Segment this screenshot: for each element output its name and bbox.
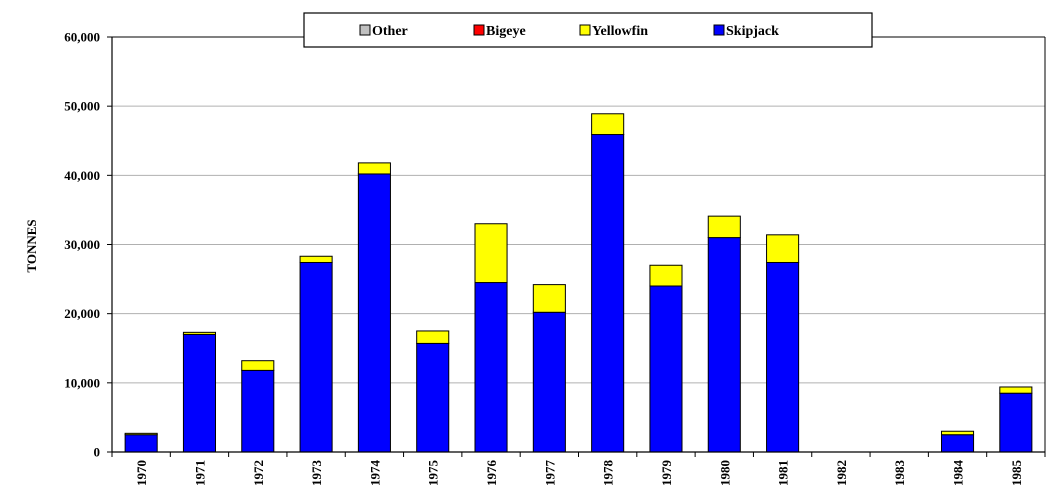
x-tick-label: 1984 [951,460,966,487]
x-tick-label: 1977 [542,460,557,487]
legend-swatch-yellowfin [579,24,591,36]
x-tick-label: 1985 [1009,460,1024,487]
bar-skipjack-1981 [766,261,800,453]
y-tick-label: 50,000 [64,99,100,114]
bar-yellowfin-1974 [357,162,391,175]
bar-skipjack-1976 [474,282,508,453]
bar-yellowfin-1984 [940,430,975,436]
y-axis-title: TONNES [24,219,39,272]
x-tick-label: 1970 [134,460,149,486]
x-tick-labels: 1970 1971 1972 1973 1974 1975 1976 1977 1978 1979… [134,460,1024,487]
y-tick-label: 0 [94,445,101,460]
bar-skipjack-1973 [299,261,333,453]
bar-yellowfin-1976 [474,223,508,284]
bar-skipjack-1985 [999,392,1033,453]
bar-skipjack-1979 [649,285,683,453]
x-tick-label: 1982 [834,460,849,486]
x-tick-label: 1974 [367,460,382,487]
bar-skipjack-1974 [357,173,391,453]
bar-skipjack-1971 [182,333,217,453]
bar-yellowfin-1973 [299,255,333,263]
x-tick-label: 1972 [251,460,266,486]
legend: Other Bigeye Yellowfin Skipjack [303,12,873,48]
bar-yellowfin-1978 [591,113,625,136]
bar-skipjack-1984 [940,434,975,453]
x-tick-label: 1975 [426,460,441,487]
legend-swatch-other [359,24,371,36]
y-tick-label: 60,000 [64,30,100,45]
y-tick-label: 10,000 [64,375,100,390]
y-tick-label: 30,000 [64,237,100,252]
x-tick-label: 1981 [776,460,791,486]
bar-yellowfin-1970 [124,432,158,436]
bar-yellowfin-1975 [416,330,450,344]
bar-yellowfin-1979 [649,264,683,287]
bar-yellowfin-1980 [707,215,741,239]
bar-yellowfin-1971 [182,331,217,335]
bar-skipjack-1978 [591,134,625,453]
legend-label-skipjack: Skipjack [726,24,779,39]
x-tick-label: 1978 [601,460,616,487]
bar-skipjack-1975 [416,342,450,453]
y-tick-label: 40,000 [64,168,100,183]
x-tick-label: 1980 [717,460,732,486]
bar-yellowfin-1981 [766,234,800,263]
legend-label-bigeye: Bigeye [486,24,526,39]
y-tick-label: 20,000 [64,306,100,321]
bars [124,113,1033,453]
bar-skipjack-1970 [124,434,158,453]
bar-skipjack-1972 [241,369,275,453]
x-tick-label: 1973 [309,460,324,487]
bar-yellowfin-1985 [999,386,1033,394]
bar-skipjack-1977 [532,311,566,453]
x-tick-label: 1983 [892,460,907,487]
bar-yellowfin-1972 [241,360,275,371]
legend-label-yellowfin: Yellowfin [592,24,648,39]
bar-skipjack-1980 [707,237,741,453]
legend-label-other: Other [372,24,408,39]
x-tick-label: 1979 [659,460,674,487]
legend-swatch-bigeye [473,24,485,36]
x-tick-label: 1971 [192,460,207,486]
bar-yellowfin-1977 [532,284,566,313]
x-tick-label: 1976 [484,460,499,487]
gridlines [112,36,1045,384]
legend-swatch-skipjack [713,24,725,36]
y-tick-labels: 0 10,000 20,000 30,000 40,000 50,000 60,000 [64,30,100,460]
